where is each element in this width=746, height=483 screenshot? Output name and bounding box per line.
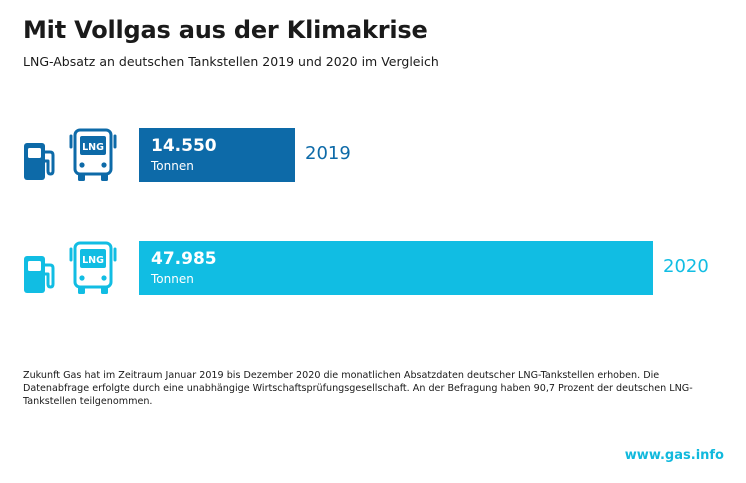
chart-row-2019: LNG 14.550 Tonnen 2019 bbox=[0, 128, 746, 182]
source-link[interactable]: www.gas.info bbox=[624, 448, 724, 463]
bar-2019: 14.550 Tonnen bbox=[139, 128, 295, 182]
bar-value-label: 47.985 bbox=[151, 249, 217, 269]
svg-text:LNG: LNG bbox=[82, 142, 104, 153]
chart-subtitle: LNG-Absatz an deutschen Tankstellen 2019… bbox=[23, 54, 439, 69]
bar-unit-label: Tonnen bbox=[151, 272, 194, 286]
bar-value-label: 14.550 bbox=[151, 136, 217, 156]
chart-title: Mit Vollgas aus der Klimakrise bbox=[23, 16, 428, 44]
bar-2020: 47.985 Tonnen bbox=[139, 241, 653, 295]
footnote: Zukunft Gas hat im Zeitraum Januar 2019 … bbox=[23, 370, 693, 407]
year-label: 2020 bbox=[663, 256, 709, 277]
year-label: 2019 bbox=[305, 143, 351, 164]
fuel-pump-icon bbox=[24, 143, 55, 180]
fuel-pump-icon bbox=[24, 256, 55, 293]
chart-row-2020: LNG 47.985 Tonnen 2020 bbox=[0, 241, 746, 295]
bar-unit-label: Tonnen bbox=[151, 159, 194, 173]
svg-text:LNG: LNG bbox=[82, 255, 104, 266]
lng-bus-icon: LNG bbox=[69, 241, 117, 294]
lng-bus-icon: LNG bbox=[69, 128, 117, 181]
